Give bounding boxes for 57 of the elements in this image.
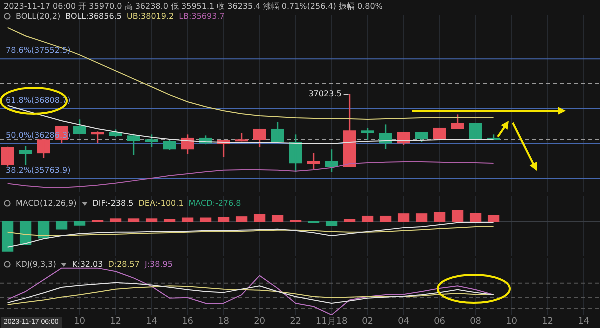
x-tick-label: 16 (182, 316, 194, 327)
x-tick-label: 02 (362, 316, 374, 327)
text: UB:38019.2 (126, 12, 174, 21)
chart-title: MACD(12,26,9) (16, 199, 77, 208)
bar (20, 221, 32, 246)
bar (146, 218, 158, 222)
text: D:28.57 (108, 260, 140, 269)
bar (272, 215, 284, 222)
text: 2023-11-17 06:00 开 35970.0 高 36238.0 低 35951.1 收 36235.4 涨幅 0.71%(256.4) 振幅 0.80% (4, 1, 383, 12)
x-tick-label: 20 (254, 316, 266, 327)
x-tick-label: 08 (470, 316, 482, 327)
bar (200, 218, 212, 222)
bar (380, 216, 392, 222)
chart-title: KDJ(9,3,3) (16, 260, 56, 269)
x-tick-label: 06 (434, 316, 446, 327)
bar (434, 212, 446, 222)
ref-line-label: 38.2%(35763.9) (6, 166, 71, 176)
annotation: 37023.5 (308, 90, 342, 99)
text: DIF:-238.5 (92, 199, 134, 208)
text: LB:35693.7 (179, 12, 225, 21)
bar (344, 219, 356, 222)
x-tick-label: 12 (110, 316, 122, 327)
text: DEA:-100.1 (138, 199, 184, 208)
bar (362, 216, 374, 222)
bar (164, 219, 176, 222)
x-tick-label: 10 (506, 316, 518, 327)
candlestick (361, 128, 374, 140)
x-tick-label: 18 (218, 316, 230, 327)
x-tick-label: 12 (542, 316, 554, 327)
x-tick-label: 14 (146, 316, 158, 327)
bar (254, 214, 266, 222)
bar (416, 214, 428, 222)
bar (182, 218, 194, 222)
bar (2, 221, 14, 252)
x-tick-label: 22 (290, 316, 302, 327)
x-tick-label: 10 (74, 316, 86, 327)
x-tick-label: 14 (578, 316, 590, 327)
x-tick-label: 11月18 (316, 316, 348, 327)
bar (470, 213, 482, 222)
ref-line-label: 78.6%(37552.5) (6, 46, 71, 56)
series-label: K:32.03 (72, 260, 104, 269)
bar (488, 215, 500, 222)
bar (128, 218, 140, 222)
bar (398, 214, 410, 222)
bar (452, 210, 464, 222)
bar (56, 221, 68, 230)
bar (326, 221, 338, 226)
series-label: J:38.95 (144, 260, 173, 269)
bar (74, 221, 86, 226)
bar (110, 218, 122, 222)
bar (218, 217, 230, 222)
series-label: MACD:-276.8 (188, 199, 242, 208)
chart-title: BOLL(20,2) (16, 12, 61, 21)
text: BOLL:36856.5 (66, 12, 122, 21)
bar (236, 216, 248, 222)
x-tick-label: 04 (398, 316, 410, 327)
candlestick (433, 128, 446, 140)
